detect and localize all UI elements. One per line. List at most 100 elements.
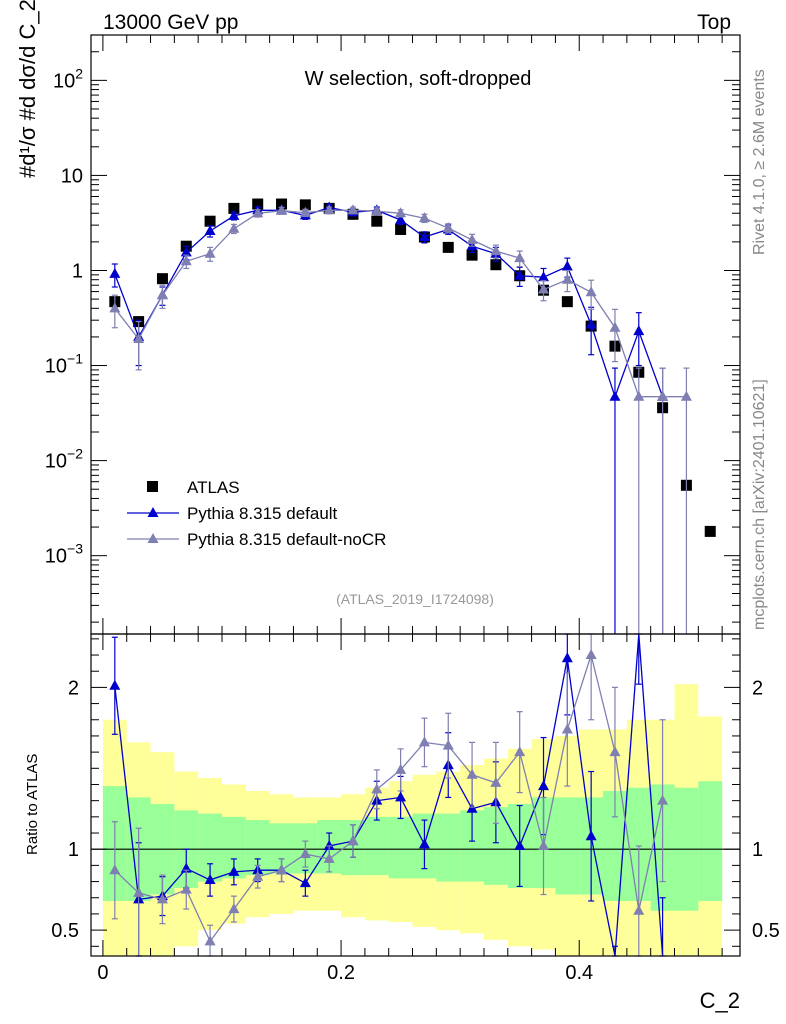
uncertainty-band-inner — [436, 813, 461, 882]
ratio-data-point — [109, 864, 121, 875]
data-point — [252, 198, 264, 210]
ratio-data-point — [395, 791, 407, 802]
legend-label-nocr: Pythia 8.315 default-noCR — [187, 530, 386, 549]
main-y-tick-label: 10 — [61, 165, 83, 187]
data-point — [561, 296, 573, 308]
ratio-data-point — [323, 852, 335, 863]
uncertainty-band-inner — [245, 820, 270, 876]
data-point — [228, 202, 240, 214]
data-point — [180, 246, 192, 257]
ratio-data-point — [109, 679, 121, 690]
uncertainty-band-inner — [364, 816, 389, 876]
ratio-data-point — [228, 903, 240, 914]
data-point — [371, 215, 383, 227]
data-point — [466, 249, 478, 261]
ratio-data-point — [252, 870, 264, 881]
ratio-y-tick-label: 2 — [68, 677, 79, 699]
data-point — [680, 390, 692, 401]
data-point — [442, 221, 454, 232]
data-point — [585, 286, 597, 297]
ratio-data-point — [418, 838, 430, 849]
legend: ATLAS Pythia 8.315 default Pythia 8.315 … — [127, 478, 386, 549]
ratio-data-point — [180, 883, 192, 894]
main-y-tick-label: 102 — [53, 65, 83, 92]
data-point — [561, 273, 573, 284]
uncertainty-band-inner — [198, 813, 222, 882]
ratio-data-point — [490, 776, 502, 787]
ratio-data-point — [585, 830, 597, 841]
ratio-data-point — [347, 835, 359, 846]
data-point — [156, 289, 168, 300]
main-y-tick-label: 1 — [72, 260, 83, 282]
ratio-data-point — [561, 723, 573, 734]
ratio-data-point — [299, 877, 311, 888]
ratio-data-point — [156, 893, 168, 904]
data-point — [657, 390, 669, 401]
data-point — [347, 204, 359, 215]
ratio-data-point — [657, 794, 669, 805]
ratio-y-axis-label: Ratio to ATLAS — [24, 754, 41, 855]
ratio-y-axis-title: Ratio to ATLAS — [24, 754, 41, 855]
ratio-data-point — [538, 839, 550, 850]
ratio-y-tick-label: 0.5 — [752, 920, 780, 942]
ratio-data-point — [466, 802, 478, 813]
main-y-axis-title: #d¹/σ #d dσ/d C_2 — [15, 0, 40, 178]
source-label: mcplots.cern.ch [arXiv:2401.10621] — [751, 379, 768, 630]
main-y-tick-label: 10−2 — [45, 446, 83, 473]
series-line — [114, 209, 687, 398]
legend-label-atlas: ATLAS — [187, 478, 240, 497]
ratio-series-line — [114, 652, 664, 943]
data-point — [538, 283, 550, 294]
data-point — [276, 204, 288, 215]
data-point — [228, 222, 240, 233]
ratio-data-point — [204, 873, 216, 884]
data-point — [395, 213, 407, 224]
ratio-data-point — [442, 739, 454, 750]
data-point — [514, 252, 526, 263]
series-default — [109, 201, 669, 634]
uncertainty-band-inner — [698, 781, 723, 901]
ratio-data-point — [585, 649, 597, 660]
legend-marker-atlas — [147, 481, 158, 492]
ratio-data-point — [276, 864, 288, 875]
x-axis-label: C_2 — [700, 988, 740, 1013]
ratio-data-point — [514, 839, 526, 850]
data-point — [204, 247, 216, 258]
x-tick-label: 0.2 — [327, 962, 355, 984]
data-point — [252, 207, 264, 218]
data-point — [704, 525, 716, 537]
ratio-plot-frame — [90, 633, 741, 957]
x-tick-label: 0 — [97, 962, 108, 984]
uncertainty-band-inner — [555, 797, 580, 895]
ratio-y-tick-label: 0.5 — [51, 920, 79, 942]
data-point — [609, 321, 621, 332]
data-point — [323, 204, 335, 215]
data-point — [466, 233, 478, 244]
ratio-data-point — [561, 652, 573, 663]
ratio-data-point — [418, 736, 430, 747]
data-point — [371, 205, 383, 216]
ratio-data-point — [609, 746, 621, 757]
ratio-data-point — [228, 865, 240, 876]
data-point — [418, 212, 430, 223]
ratio-y-tick-label: 1 — [752, 839, 763, 861]
data-point — [490, 245, 502, 256]
data-point — [156, 273, 168, 285]
energy-label: 13000 GeV pp — [103, 11, 238, 34]
data-point — [299, 199, 311, 211]
ratio-data-point — [395, 763, 407, 774]
data-point — [276, 198, 288, 210]
data-point — [609, 390, 621, 401]
data-point — [109, 267, 121, 278]
data-point — [204, 215, 216, 227]
ratio-data-point — [633, 904, 645, 915]
uncertainty-band-inner — [483, 807, 508, 885]
ratio-y-tick-label: 2 — [752, 677, 763, 699]
uncertainty-band-inner — [460, 810, 484, 882]
legend-marker-nocr — [147, 533, 159, 543]
data-point — [538, 271, 550, 282]
data-point — [133, 333, 145, 344]
uncertainty-band-inner — [269, 823, 294, 874]
data-point — [442, 241, 454, 253]
legend-label-default: Pythia 8.315 default — [187, 504, 338, 523]
